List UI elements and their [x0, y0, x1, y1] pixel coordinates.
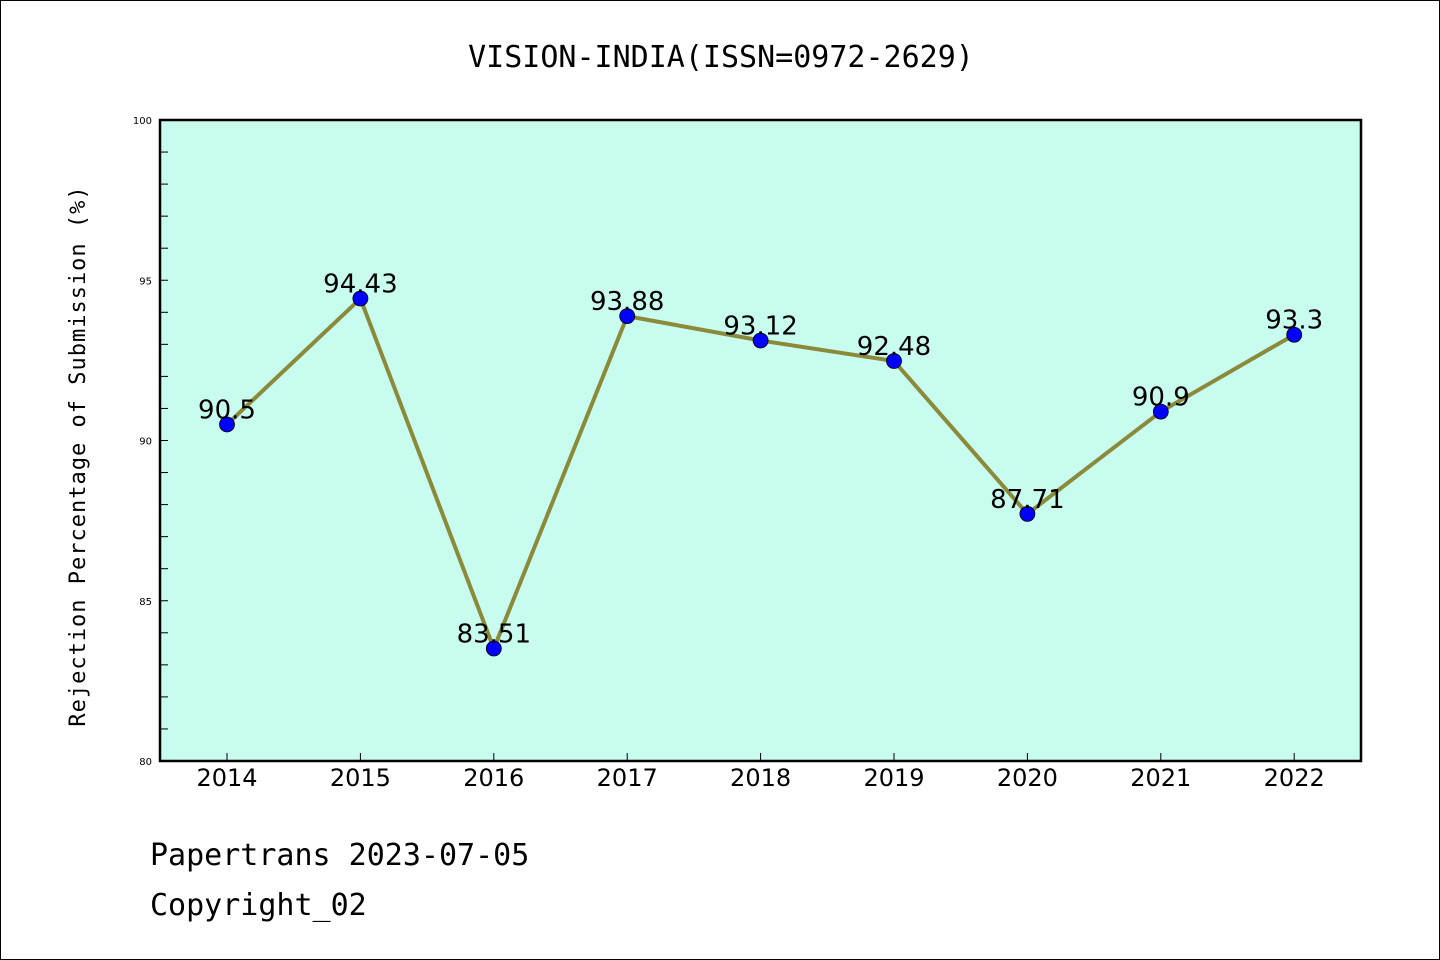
- footer-copyright: Copyright_02: [150, 888, 367, 923]
- data-point: [352, 290, 369, 307]
- x-tick-label: 2018: [730, 764, 791, 792]
- data-label: 83.51: [457, 620, 531, 650]
- data-point: [1019, 505, 1036, 522]
- data-label: 92.48: [857, 332, 931, 362]
- y-axis-label: Rejection Percentage of Submission (%): [66, 185, 91, 726]
- data-point: [1286, 326, 1303, 343]
- data-label: 93.12: [723, 312, 797, 342]
- plot-area: [158, 118, 1363, 763]
- y-tick-label: 100: [133, 116, 152, 127]
- y-axis: 80 85 90 95 100: [133, 116, 168, 768]
- x-tick-label: 2021: [1130, 764, 1191, 792]
- data-label: 94.43: [323, 270, 397, 300]
- data-points: [219, 290, 1303, 657]
- chart-title: VISION-INDIA(ISSN=0972-2629): [468, 40, 974, 75]
- data-point: [886, 353, 902, 369]
- data-labels: 90.5 94.43 83.51 93.88 93.12 92.48 87.71 90.9 93…: [198, 270, 1323, 650]
- footer-date: Papertrans 2023-07-05: [150, 838, 529, 873]
- x-tick-label: 2015: [330, 764, 391, 792]
- x-tick-label: 2020: [997, 764, 1058, 792]
- y-tick-label: 80: [139, 757, 152, 768]
- data-point: [485, 640, 502, 657]
- data-label: 93.88: [590, 287, 664, 317]
- y-tick-label: 95: [139, 276, 152, 287]
- data-label: 90.5: [198, 395, 256, 425]
- data-label: 93.3: [1265, 306, 1323, 336]
- data-point: [752, 332, 769, 349]
- y-tick-label: 85: [139, 597, 152, 608]
- x-tick-label: 2014: [196, 764, 257, 792]
- x-tick-label: 2017: [597, 764, 658, 792]
- y-tick-label: 90: [139, 437, 152, 448]
- data-point: [1152, 403, 1169, 420]
- data-point: [619, 308, 636, 325]
- x-tick-label: 2016: [463, 764, 524, 792]
- data-point: [219, 416, 235, 433]
- x-axis: 2014 2015 2016 2017 2018 2019 2020 2021 2022: [196, 753, 1325, 792]
- data-label: 90.9: [1132, 383, 1190, 413]
- x-tick-label: 2019: [863, 764, 924, 792]
- x-tick-label: 2022: [1264, 764, 1325, 792]
- data-label: 87.71: [990, 485, 1064, 515]
